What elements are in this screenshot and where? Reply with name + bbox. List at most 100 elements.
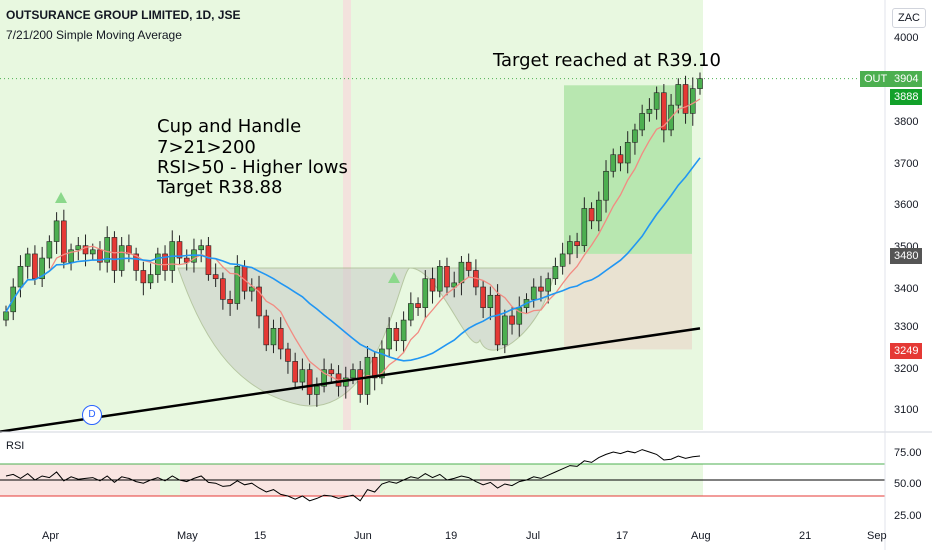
rsi-tick: 75.00 [894,447,922,459]
symbol-title[interactable]: OUTSURANCE GROUP LIMITED, 1D, JSE [6,8,241,22]
candle-body [603,170,609,201]
dividend-marker-icon[interactable]: D [82,405,102,425]
candle-body [415,303,421,308]
cup-handle-pattern [177,267,556,407]
time-label: May [177,530,198,542]
price-tick: 3400 [894,283,919,295]
candle-body [263,315,270,346]
price-tick: 3100 [894,404,919,416]
last-price-tag: 3904 [890,71,923,87]
candle-body [371,356,378,379]
candle-body [574,241,580,246]
candle-body [444,266,450,288]
time-label: 19 [445,530,458,542]
candle-body [32,253,38,280]
candle-body [451,282,458,288]
price-tick: 3200 [894,363,919,375]
setup-line-2: 7>21>200 [157,137,256,158]
candle-body [256,286,262,317]
triangle-up-icon [388,272,400,283]
rsi-line [5,449,701,502]
rsi-tick: 25.00 [894,510,922,522]
candle-body [538,286,544,292]
price-tick: 3800 [894,116,919,128]
candle-body [350,369,356,379]
candle-body [140,270,147,284]
candle-body [552,266,559,280]
candle-body [502,315,508,346]
candle-body [595,199,602,222]
candle-body [357,369,364,395]
rsi-label[interactable]: RSI [6,440,25,452]
candle-body [617,154,624,164]
candle-body [147,274,154,284]
candle-body [104,237,111,263]
candle-body [559,253,566,267]
candle-body [39,257,45,280]
setup-line-4: Target R38.88 [157,177,283,198]
candle-body [639,113,645,131]
candle-body [429,278,436,292]
candle-body [227,299,233,304]
sma200-line [0,327,701,433]
candle-body [567,241,573,255]
candle-body [220,278,226,300]
candle-body [689,88,696,114]
candle-body [53,220,60,242]
price-tick: 3700 [894,158,919,170]
candle-body [234,266,241,304]
time-label: Aug [691,530,711,542]
candle-body [306,369,313,395]
setup-line-3: RSI>50 - Higher lows [157,157,348,178]
setup-line-1: Cup and Handle [157,116,302,137]
target-price-tag: 3888 [890,89,923,105]
candle-body [183,257,190,263]
candle-body [3,311,9,321]
candle-body [697,78,703,89]
candle-body [162,253,168,271]
indicator-title[interactable]: 7/21/200 Simple Moving Average [6,28,182,42]
candle-body [285,348,291,362]
candle-body [75,245,82,251]
candle-body [277,328,284,350]
candle-body [198,245,204,251]
candle-body [393,328,400,342]
time-label: 15 [254,530,267,542]
candle-body [270,328,277,346]
candle-body [581,208,588,246]
candle-body [530,286,537,300]
candle-body [480,286,486,308]
time-label: Sep [867,530,887,542]
candle-body [212,274,219,280]
candle-body [46,241,53,259]
candle-body [661,92,667,131]
candle-body [610,154,617,172]
candle-body [400,319,407,342]
candle-body [436,266,443,292]
candle-body [487,294,494,308]
candle-body [24,253,31,267]
candle-body [632,129,638,143]
candle-body [465,261,472,271]
candle-body [379,348,385,379]
time-label: Apr [42,530,60,542]
candle-body [17,266,24,288]
candle-body [408,303,414,321]
candle-body [292,361,298,383]
symbol-tag: OUT [860,71,892,87]
candle-body [328,369,335,375]
candle-body [494,294,501,346]
price-tick: 3600 [894,199,919,211]
candle-body [61,220,67,263]
candle-body [646,108,653,114]
highlight-band [343,0,351,430]
candle-body [422,278,429,308]
stop-price-tag: 3249 [890,343,923,359]
time-label: 21 [799,530,812,542]
currency-button[interactable]: ZAC [892,8,926,28]
rsi-tick: 50.00 [894,478,922,490]
candle-body [624,142,631,164]
candle-body [682,84,689,114]
triangle-up-icon [55,192,67,203]
